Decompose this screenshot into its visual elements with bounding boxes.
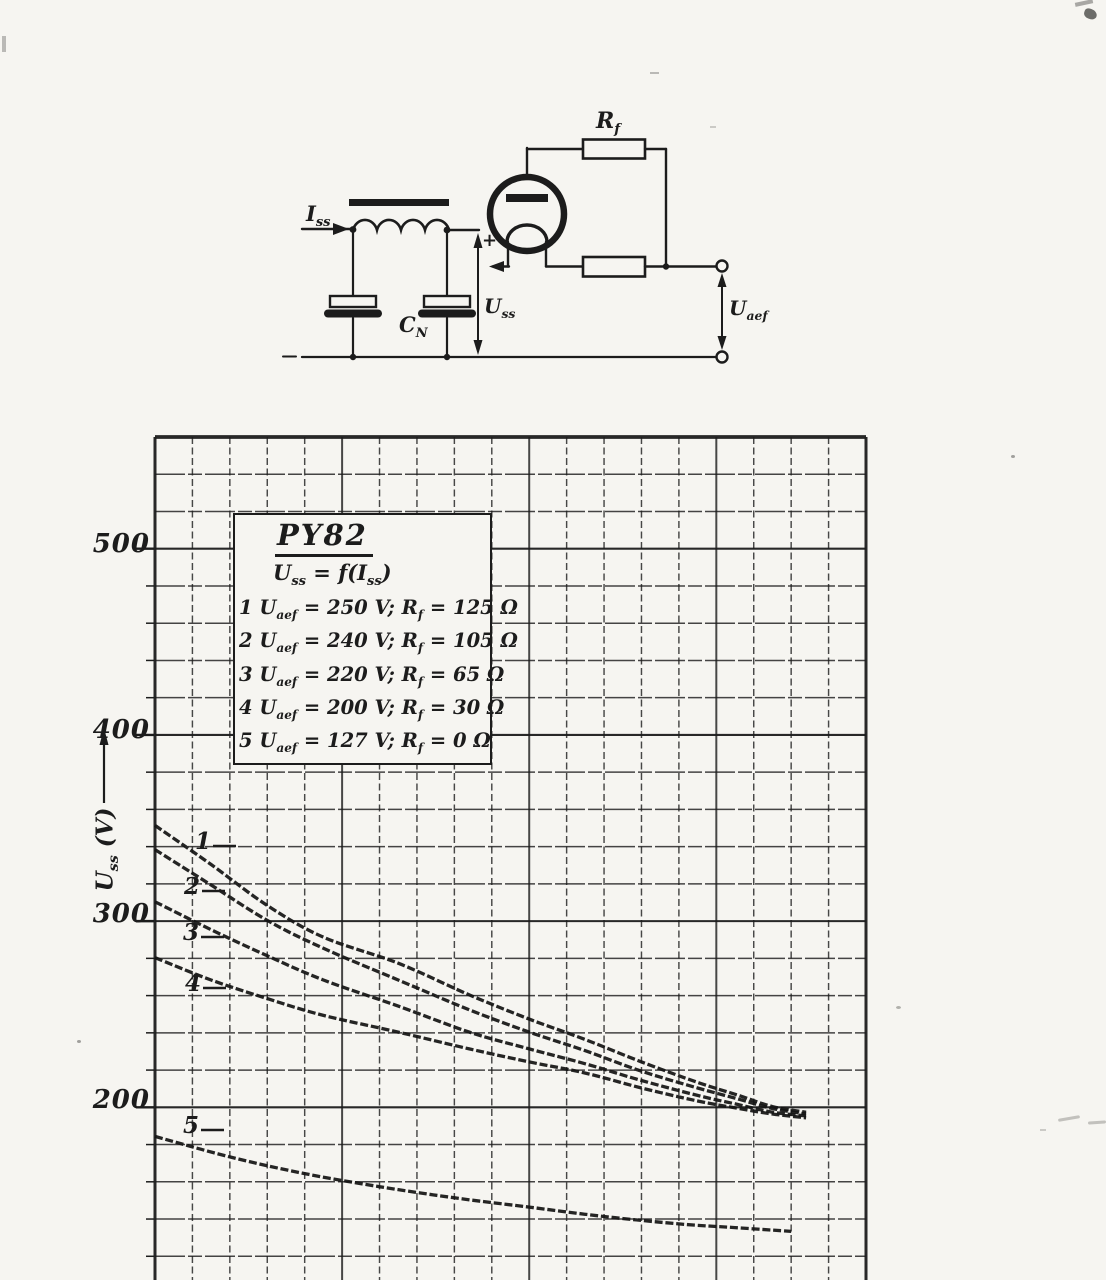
arrow-up-icon <box>99 728 109 745</box>
scan-speck <box>1040 1129 1046 1131</box>
arrow-down-icon <box>717 336 727 350</box>
current-arrow-icon <box>333 223 349 235</box>
scan-speck <box>2 36 6 52</box>
curve-4 <box>154 956 807 1120</box>
legend-line-2: 2 Uaef = 240 V; Rf = 105 Ω <box>239 629 518 656</box>
scan-speck <box>1011 455 1015 458</box>
choke-coil <box>351 218 451 236</box>
legend-line-1: 1 Uaef = 250 V; Rf = 125 Ω <box>239 595 518 622</box>
chart-subtitle: Uss = f(Iss) <box>273 559 392 590</box>
legend-line-3: 3 Uaef = 220 V; Rf = 65 Ω <box>239 662 505 689</box>
tube-cathode <box>505 223 549 244</box>
arrow-down-icon <box>473 340 483 355</box>
choke-core-bar <box>349 199 449 206</box>
chart-legend-box: PY82 Uss = f(Iss) 1 Uaef = 250 V; Rf = 1… <box>233 513 518 765</box>
scan-speck <box>710 126 716 128</box>
chart-title: PY82 <box>275 519 373 557</box>
arrow-up-icon <box>717 273 727 287</box>
circuit-diagram <box>282 138 729 364</box>
tube-anode <box>506 194 548 202</box>
terminal-bottom <box>715 350 729 364</box>
junction-dot <box>662 263 670 270</box>
series-resistor <box>581 255 647 278</box>
rf-resistor <box>581 138 647 160</box>
arrow-up-icon <box>473 233 483 248</box>
cap2-top-plate <box>422 294 472 309</box>
scan-speck <box>650 72 659 74</box>
junction-dot <box>443 353 451 361</box>
y-axis-arrow <box>99 728 109 803</box>
curve-3 <box>154 900 807 1118</box>
scan-speck <box>896 1006 901 1009</box>
cap1-top-plate <box>328 294 378 309</box>
curve-2 <box>154 848 807 1116</box>
tube-envelope <box>486 173 568 255</box>
junction-dot <box>349 353 357 361</box>
legend-lines: 1 Uaef = 250 V; Rf = 125 Ω 2 Uaef = 240 V… <box>239 591 518 758</box>
arrow-left-icon <box>489 261 504 272</box>
legend-line-5: 5 Uaef = 127 V; Rf = 0 Ω <box>239 729 491 756</box>
terminal-top <box>715 259 729 273</box>
curve-1 <box>154 824 807 1114</box>
scan-speck <box>77 1040 81 1043</box>
curve-5 <box>154 1134 792 1234</box>
legend-line-4: 4 Uaef = 200 V; Rf = 30 Ω <box>239 696 505 722</box>
